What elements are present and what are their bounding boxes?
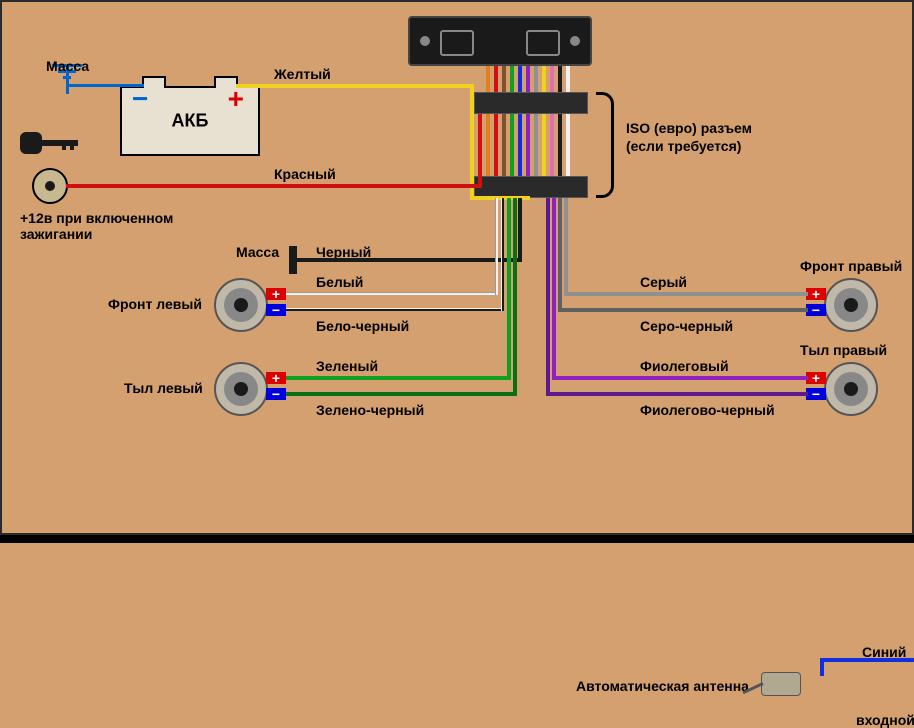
wire-mid-10 <box>558 114 562 176</box>
label-ignition-1: +12в при включенном <box>20 210 173 226</box>
spk-rr-pos: + <box>806 372 826 384</box>
wire-bundle-3 <box>502 66 506 92</box>
wire-mid-9 <box>550 114 554 176</box>
wire-grey-black-v <box>558 198 562 312</box>
wire-blue-h <box>820 658 914 662</box>
bottom-bar <box>0 535 914 543</box>
battery: − + АКБ <box>120 86 260 156</box>
label-massa-mid: Масса <box>236 244 279 260</box>
label-grey-black: Серо-черный <box>640 318 733 334</box>
head-unit <box>408 16 592 66</box>
wire-yellow-h1 <box>236 84 474 88</box>
label-iso-2: (если требуется) <box>626 138 741 154</box>
wire-mid-6 <box>526 114 530 176</box>
wire-green <box>286 376 510 380</box>
label-front-right: Фронт правый <box>800 258 902 274</box>
speaker-front-left <box>214 278 268 332</box>
wire-black-h <box>296 258 522 262</box>
speaker-front-right <box>824 278 878 332</box>
label-white-black: Бело-черный <box>316 318 409 334</box>
wire-mid-11 <box>566 114 570 176</box>
wire-bundle-6 <box>526 66 530 92</box>
diagram-frame <box>0 0 914 535</box>
speaker-rear-left <box>214 362 268 416</box>
wire-yellow-v <box>470 84 474 196</box>
label-violet-black: Фиолегово-черный <box>640 402 775 418</box>
label-signal-note: входной сигнал берется с мини ISO <box>856 712 914 728</box>
spk-rr-neg: − <box>806 388 826 400</box>
wire-bundle-9 <box>550 66 554 92</box>
wire-bundle-8 <box>542 66 546 92</box>
wire-grey-black <box>558 308 808 312</box>
label-grey: Серый <box>640 274 687 290</box>
wire-bundle-10 <box>558 66 562 92</box>
wire-bundle-2 <box>494 66 498 92</box>
battery-label: АКБ <box>172 111 209 132</box>
wire-violet-black-v: Синий Автоматическая антенна Сине-белый … <box>546 198 550 396</box>
antenna-icon <box>741 664 821 704</box>
label-white: Белый <box>316 274 363 290</box>
wire-mid-4 <box>510 114 514 176</box>
ignition-key-icon <box>20 130 80 155</box>
wire-bundle-5 <box>518 66 522 92</box>
wire-black-v <box>518 198 522 262</box>
wire-mid-7 <box>534 114 538 176</box>
label-red: Красный <box>274 166 336 182</box>
spk-fl-neg: − <box>266 304 286 316</box>
wire-black-lug <box>289 246 297 274</box>
wire-ground-to-battery <box>66 84 144 87</box>
label-massa-top: Масса <box>46 58 89 74</box>
label-green-black: Зелено-черный <box>316 402 424 418</box>
wire-bundle-7 <box>534 66 538 92</box>
wire-white-black <box>286 308 504 311</box>
wire-red-v <box>478 114 482 188</box>
iso-connector-lower <box>474 176 588 198</box>
iso-brace <box>596 92 614 198</box>
label-yellow: Желтый <box>274 66 331 82</box>
label-iso-1: ISO (евро) разъем <box>626 120 752 136</box>
iso-connector-upper <box>474 92 588 114</box>
ignition-switch-icon <box>32 168 68 204</box>
wire-green-black-v <box>513 198 517 396</box>
spk-fr-pos: + <box>806 288 826 300</box>
wire-mid-1 <box>486 114 490 176</box>
label-green: Зеленый <box>316 358 378 374</box>
wire-grey-v <box>564 198 568 296</box>
wire-violet-black <box>546 392 808 396</box>
label-rear-right: Тыл правый <box>800 342 887 358</box>
wire-white-black-v <box>501 198 504 311</box>
wire-mid-8 <box>542 114 546 176</box>
wire-bundle-4 <box>510 66 514 92</box>
wire-white-v <box>495 198 498 295</box>
spk-fl-pos: + <box>266 288 286 300</box>
wire-mid-5 <box>518 114 522 176</box>
spk-fr-neg: − <box>806 304 826 316</box>
wire-white <box>286 292 498 295</box>
label-front-left: Фронт левый <box>108 296 202 312</box>
label-rear-left: Тыл левый <box>124 380 203 396</box>
wire-red-h <box>66 184 481 188</box>
wire-bundle-1 <box>486 66 490 92</box>
label-auto-antenna: Автоматическая антенна <box>576 678 749 694</box>
wire-mid-2 <box>494 114 498 176</box>
label-ignition-2: зажигании <box>20 226 92 242</box>
wire-green-v <box>507 198 511 380</box>
spk-rl-neg: − <box>266 388 286 400</box>
wire-violet-v <box>552 198 556 380</box>
speaker-rear-right <box>824 362 878 416</box>
wire-mid-3 <box>502 114 506 176</box>
wire-green-black <box>286 392 516 396</box>
wire-bundle-11 <box>566 66 570 92</box>
headunit-knob <box>570 36 580 46</box>
headunit-knob <box>420 36 430 46</box>
battery-sign-neg: − <box>132 83 148 115</box>
wire-violet <box>552 376 808 380</box>
wire-grey <box>564 292 808 296</box>
spk-rl-pos: + <box>266 372 286 384</box>
label-violet: Фиолеговый <box>640 358 729 374</box>
